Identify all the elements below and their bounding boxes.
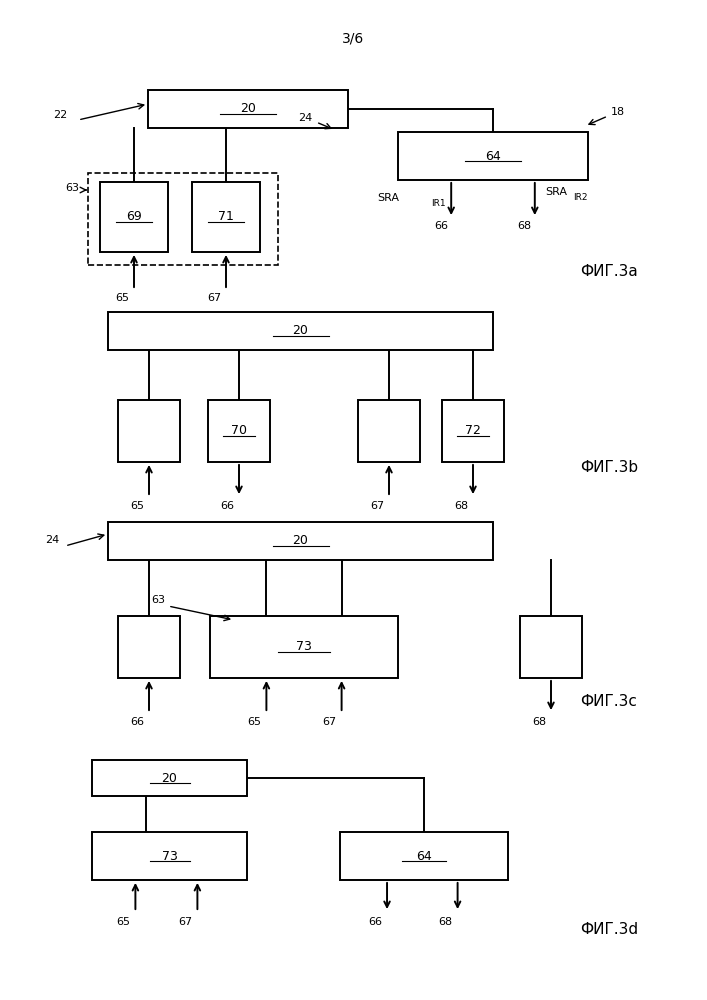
Text: 67: 67 <box>207 293 221 303</box>
Text: 65: 65 <box>117 917 130 927</box>
Bar <box>520 616 582 678</box>
Text: 67: 67 <box>370 501 384 511</box>
Text: 70: 70 <box>231 424 247 438</box>
Text: 20: 20 <box>293 534 308 548</box>
Bar <box>192 182 260 252</box>
Bar <box>398 132 588 180</box>
Text: SRA: SRA <box>545 187 567 197</box>
Text: 64: 64 <box>416 850 432 862</box>
Bar <box>358 400 420 462</box>
Bar <box>92 760 247 796</box>
Text: 67: 67 <box>178 917 192 927</box>
Bar <box>118 616 180 678</box>
Bar <box>108 522 493 560</box>
Bar <box>148 90 348 128</box>
Text: 20: 20 <box>162 772 177 784</box>
Text: 66: 66 <box>434 221 448 231</box>
Text: 66: 66 <box>368 917 382 927</box>
Text: 24: 24 <box>45 535 59 545</box>
Text: 65: 65 <box>130 501 144 511</box>
Text: 20: 20 <box>240 103 256 115</box>
Bar <box>100 182 168 252</box>
Text: 24: 24 <box>298 113 312 123</box>
Text: 68: 68 <box>454 501 468 511</box>
Text: 65: 65 <box>115 293 129 303</box>
Bar <box>92 832 247 880</box>
Text: 66: 66 <box>130 717 144 727</box>
Bar <box>442 400 504 462</box>
Text: 72: 72 <box>465 424 481 438</box>
Text: 68: 68 <box>438 917 452 927</box>
Text: 22: 22 <box>53 110 67 120</box>
Text: ФИГ.3a: ФИГ.3a <box>580 264 638 279</box>
Text: 67: 67 <box>322 717 337 727</box>
Text: 68: 68 <box>518 221 532 231</box>
Text: 3/6: 3/6 <box>342 31 364 45</box>
Bar <box>210 616 398 678</box>
Text: 18: 18 <box>611 107 625 117</box>
Text: 69: 69 <box>126 211 142 224</box>
Bar <box>88 173 278 265</box>
Bar <box>108 312 493 350</box>
Text: ФИГ.3b: ФИГ.3b <box>580 460 638 476</box>
Text: ФИГ.3d: ФИГ.3d <box>580 922 638 938</box>
Text: 65: 65 <box>247 717 262 727</box>
Text: 63: 63 <box>65 183 79 193</box>
Bar <box>340 832 508 880</box>
Text: 63: 63 <box>151 595 165 605</box>
Bar <box>118 400 180 462</box>
Text: 71: 71 <box>218 211 234 224</box>
Text: 20: 20 <box>293 324 308 338</box>
Text: 68: 68 <box>532 717 546 727</box>
Text: IR2: IR2 <box>573 194 588 202</box>
Text: SRA: SRA <box>378 193 399 203</box>
Text: 64: 64 <box>485 149 501 162</box>
Text: 66: 66 <box>220 501 234 511</box>
Text: IR1: IR1 <box>431 200 446 209</box>
Text: 73: 73 <box>296 641 312 654</box>
Text: ФИГ.3c: ФИГ.3c <box>580 694 637 710</box>
Bar <box>208 400 270 462</box>
Text: 73: 73 <box>162 850 177 862</box>
